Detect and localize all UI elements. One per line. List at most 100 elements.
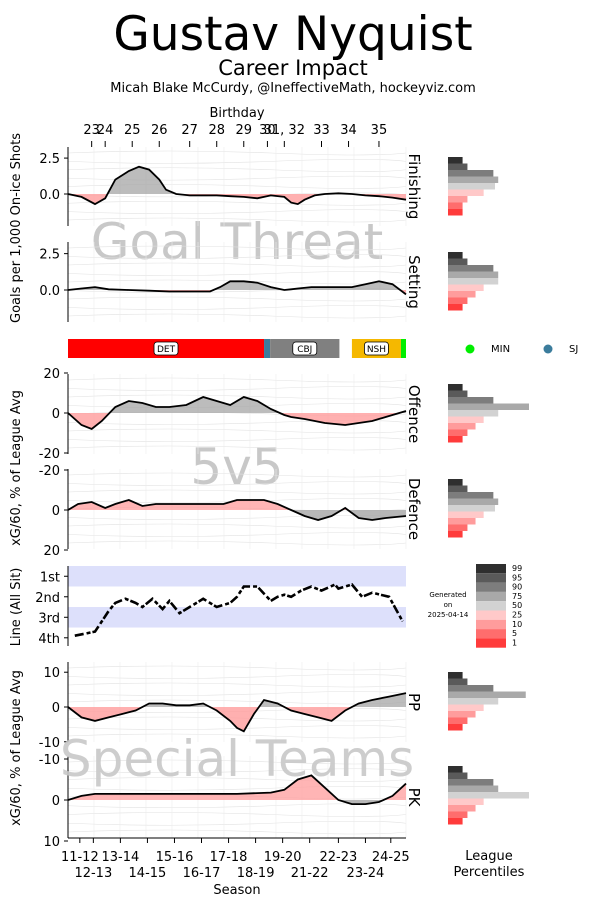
grid-line [67,699,407,705]
line-deployment-series [74,582,404,637]
percentile-bar [448,498,499,505]
grid-line [67,271,407,276]
grid-line [67,150,407,156]
percentile-bar [448,492,494,499]
panel-finishing: 2.5 0.0 Finishing [39,147,499,226]
series-line [67,692,407,733]
birthday-tick-label: 34 [340,123,357,138]
area-above-avg [68,281,406,290]
team-label-box [153,341,179,356]
grid-line [67,313,407,319]
percentile-bar [448,258,468,265]
grid-line [67,674,407,679]
percentile-bar [448,691,526,698]
chart-credit: Micah Blake McCurdy, @IneffectiveMath, h… [110,81,476,96]
team-legend-label: MIN [491,344,510,355]
percentile-swatch-label: 99 [512,564,522,573]
percentile-bar [448,390,468,397]
panel-pk: -10 0 10 PK [39,753,529,850]
xg-st-y-label: xG/60, % of League Avg [9,670,24,826]
area-below-avg [68,707,406,732]
series-line [67,396,407,431]
percentile-bar [448,818,463,825]
season-tick-label: 22-23 [320,850,358,865]
percentile-bar [448,403,529,410]
birthday-tick-label: 33 [313,123,330,138]
percentile-bar [448,698,499,705]
season-tick-label: 12-13 [74,866,112,881]
percentile-bar [448,678,468,685]
season-tick-label: 13-14 [101,850,139,865]
grid-line [67,159,407,164]
chart-title: Gustav Nyquist [113,7,472,62]
grid-line [67,812,407,817]
area-above-avg [68,500,406,510]
percentile-bar [448,711,476,718]
percentile-bar [448,196,468,203]
panel-defence: -20 0 20 Defence [39,464,499,559]
percentile-bar [448,717,468,724]
birthday-tick-label: 30 [259,123,276,138]
league-percentiles-label-1: League [465,849,512,864]
percentile-bar [448,189,484,196]
grid-line [67,428,407,434]
percentile-bar [448,397,494,404]
season-axis-label: Season [213,883,260,898]
y-tick-label: 0 [52,794,60,809]
percentile-bar [448,271,499,278]
percentile-bar [448,157,463,164]
percentile-swatch [476,564,506,574]
grid-line [67,759,407,765]
percentile-bar [448,410,499,417]
line-panel: 1st 2nd 3rd 4th [35,566,406,647]
grid-line [67,167,407,173]
grid-line [67,472,407,478]
goal-threat-watermark: Goal Threat [91,213,383,271]
metric-panels: 2.5 0.0 Finishing 2.5 0.0 Setting 20 0 -20 Offenc… [39,147,529,850]
percentile-bars [448,766,529,825]
grid-line [67,394,407,400]
y-tick-label: 1st [40,570,60,585]
percentile-swatch-label: 95 [512,573,522,582]
season-tick-label: 16-17 [183,866,221,881]
y-tick-label: 2.5 [39,248,60,263]
grid-line [67,682,407,688]
season-tick-label: 15-16 [156,850,194,865]
y-tick-label: 0 [52,504,60,519]
grid-line [67,262,407,268]
season-tick-label: 19-20 [264,850,302,865]
season-tick-label: 24-25 [372,850,410,865]
grid-line [67,785,407,791]
percentile-bar [448,304,463,311]
grid-line [67,254,407,259]
panel-pp: 10 0 -10 PP [39,662,526,751]
percentile-bar [448,202,463,209]
team-label: NSH [367,345,386,355]
birthday-tick-label: 31, 32 [264,123,305,138]
panel-label: Finishing [405,154,423,220]
birthday-tick-label: 27 [181,123,198,138]
percentile-swatch-label: 10 [512,620,522,629]
series-line [67,499,407,521]
percentile-bar [448,792,529,799]
percentile-bar [448,209,463,216]
team-label: CBJ [297,345,312,355]
grid-line [67,733,407,739]
first-line-band [68,566,406,587]
area-below-avg [68,800,406,805]
percentile-bar [448,163,468,170]
percentile-bar [448,798,484,805]
area-above-avg [68,775,406,800]
y-tick-label: 2.5 [39,152,60,167]
grid-line [67,777,407,782]
series-line [67,165,407,206]
team-label-box [292,341,318,356]
percentile-bar [448,297,468,304]
percentile-bars [448,157,499,216]
percentile-bar [448,524,468,531]
percentile-bar [448,284,484,291]
percentile-bar [448,485,468,492]
percentile-bar [448,672,463,679]
